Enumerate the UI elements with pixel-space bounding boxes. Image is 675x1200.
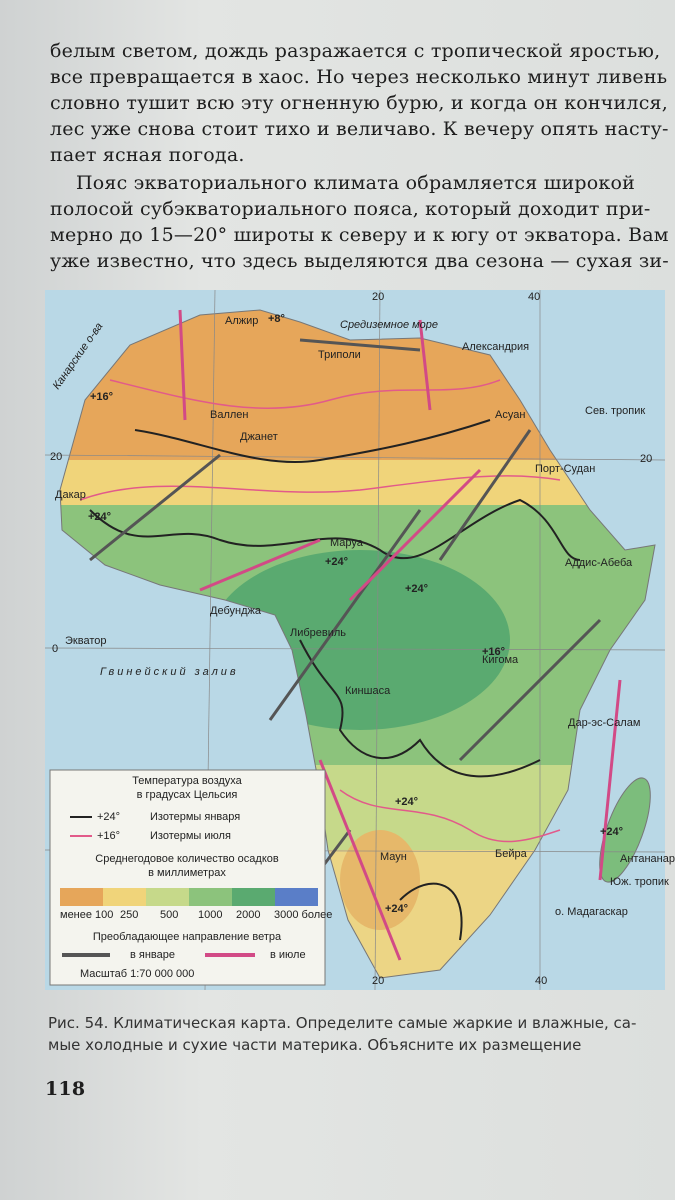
legend-box	[49, 769, 326, 986]
coord-label: 20	[372, 291, 384, 303]
place-label: Экватор	[65, 635, 106, 647]
place-label: Порт-Судан	[535, 463, 595, 475]
legend-scale: 500	[160, 909, 178, 921]
isotherm-label: +8°	[268, 313, 285, 325]
place-label: Алжир	[225, 315, 258, 327]
coord-label: 20	[372, 975, 384, 987]
legend-title: в градусах Цельсия	[137, 789, 238, 801]
place-label: Юж. тропик	[610, 876, 669, 888]
place-label: Киншаса	[345, 685, 391, 697]
place-label: о. Мадагаскар	[555, 906, 628, 918]
legend-scale: менее 100	[60, 909, 113, 921]
legend-label: в июле	[270, 949, 306, 961]
legend-label: Изотермы января	[150, 811, 240, 823]
legend-title: Среднегодовое количество осадков	[95, 853, 279, 865]
legend-label: в январе	[130, 949, 175, 961]
legend-scale: 1000	[198, 909, 222, 921]
madagascar	[599, 777, 651, 883]
wind-arrows	[89, 309, 622, 961]
text-line: полосой субэкваториального пояса, которы…	[50, 198, 651, 220]
isotherms-january	[89, 419, 581, 941]
place-label: Асуан	[495, 409, 525, 421]
isotherm-label: +16°	[90, 391, 113, 403]
legend-title: Температура воздуха	[132, 775, 242, 787]
isotherm-label: +24°	[88, 511, 111, 523]
legend-label: +16°	[97, 830, 120, 842]
text-line: уже известно, что здесь выделяются два с…	[50, 250, 669, 272]
legend-title: Преобладающее направление ветра	[93, 931, 282, 943]
isotherm-label: +24°	[600, 826, 623, 838]
place-label: Дар-эс-Салам	[568, 717, 640, 729]
caption-line: Рис. 54. Климатическая карта. Определите…	[48, 1014, 637, 1032]
coord-label: 40	[535, 975, 547, 987]
text-line: Пояс экваториального климата обрамляется…	[76, 172, 635, 194]
isotherm-label: +16°	[482, 646, 505, 658]
place-label: Триполи	[318, 349, 361, 361]
coastline	[59, 309, 656, 979]
place-label: Гвинейский залив	[100, 666, 239, 678]
place-label: Бейра	[495, 848, 528, 860]
place-label: Аддис-Абеба	[565, 557, 633, 569]
isotherm-labels: +8° +16° +24° +24° +24° +16° +24° +24° +…	[88, 313, 623, 915]
place-label: Джанет	[240, 431, 278, 443]
caption-line: мые холодные и сухие части материка. Объ…	[48, 1036, 582, 1054]
text-line: мерно до 15—20° широты к северу и к югу …	[50, 224, 669, 246]
climate-map: Алжир Триполи Александрия Средиземное мо…	[44, 289, 675, 991]
place-label: Кигома	[482, 654, 519, 666]
text-line: все превращается в хаос. Но через нескол…	[50, 66, 668, 88]
coord-label: 0	[52, 643, 58, 655]
legend-label: Изотермы июля	[150, 830, 231, 842]
text-line: пает ясная погода.	[50, 144, 245, 166]
coord-label: 20	[50, 451, 62, 463]
place-label: Дакар	[55, 489, 86, 501]
legend-scale: 2000	[236, 909, 260, 921]
place-label: Дебунджа	[210, 605, 262, 617]
place-label: Антананариву	[620, 853, 675, 865]
place-label: Валлен	[210, 409, 248, 421]
place-label: Александрия	[462, 341, 529, 353]
isotherm-label: +24°	[385, 903, 408, 915]
legend-label: +24°	[97, 811, 120, 823]
text-line: словно тушит всю эту огненную бурю, и ко…	[50, 92, 668, 114]
place-label: Либревиль	[290, 627, 346, 639]
legend-title: в миллиметрах	[148, 867, 226, 879]
legend-scale: 3000 более	[274, 909, 332, 921]
text-line: белым светом, дождь разражается с тропич…	[50, 40, 661, 62]
coord-label: 40	[528, 291, 540, 303]
place-label: Средиземное море	[340, 319, 438, 331]
legend-scale-text: Масштаб 1:70 000 000	[80, 968, 194, 980]
legend-scale: 250	[120, 909, 138, 921]
isotherm-label: +24°	[325, 556, 348, 568]
page-number: 118	[45, 1078, 86, 1100]
isotherm-label: +24°	[405, 583, 428, 595]
text-line: лес уже снова стоит тихо и величаво. К в…	[50, 118, 669, 140]
coord-label: 20	[640, 453, 652, 465]
place-label: Маруа	[330, 537, 364, 549]
place-label: Маун	[380, 851, 407, 863]
isotherm-label: +24°	[395, 796, 418, 808]
legend: Температура воздуха в градусах Цельсия +…	[49, 769, 332, 986]
place-label: Сев. тропик	[585, 405, 645, 417]
coordinate-labels: 20 40 20 20 0 20 40	[50, 291, 652, 987]
